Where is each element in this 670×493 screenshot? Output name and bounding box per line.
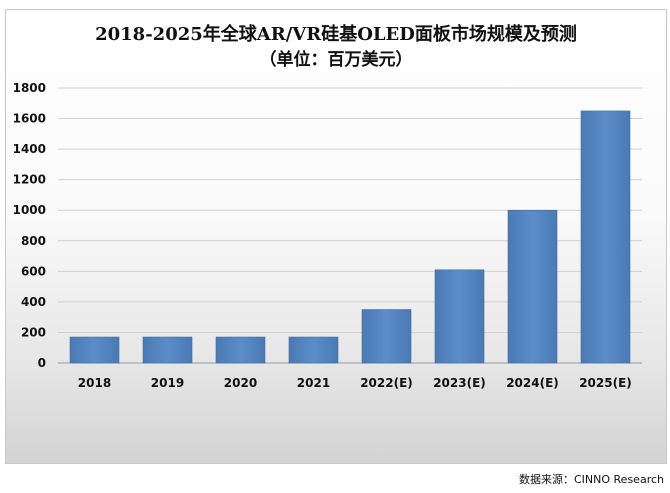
y-tick-label: 1400 xyxy=(13,142,46,156)
chart-subtitle: （单位：百万美元） xyxy=(259,50,413,70)
bar-2024(E) xyxy=(507,209,558,364)
y-tick-label: 1800 xyxy=(13,81,46,95)
x-tick-label: 2025(E) xyxy=(579,376,632,390)
y-axis-ticks: 0 200 400 600 800 1000 1200 1400 1600 1800 xyxy=(13,81,46,370)
x-tick-label: 2022(E) xyxy=(360,376,413,390)
y-tick-label: 400 xyxy=(21,295,46,309)
x-tick-label: 2023(E) xyxy=(433,376,486,390)
source-note: 数据来源：CINNO Research xyxy=(519,473,664,486)
y-tick-label: 1000 xyxy=(13,203,46,217)
bar-2021 xyxy=(288,336,339,364)
y-tick-label: 200 xyxy=(21,325,46,339)
x-tick-label: 2018 xyxy=(78,376,111,390)
bar-2018 xyxy=(69,336,120,364)
bar-2020 xyxy=(215,336,266,364)
y-tick-label: 600 xyxy=(21,264,46,278)
bar-2022(E) xyxy=(361,309,412,364)
bar-2025(E) xyxy=(580,110,631,364)
x-tick-label: 2020 xyxy=(224,376,257,390)
x-tick-label: 2021 xyxy=(297,376,330,390)
y-tick-label: 1200 xyxy=(13,173,46,187)
y-tick-label: 0 xyxy=(38,356,46,370)
chart-title: 2018-2025年全球AR/VR硅基OLED面板市场规模及预测 xyxy=(95,24,577,45)
x-tick-label: 2019 xyxy=(151,376,184,390)
bars xyxy=(69,110,631,364)
bar-2019 xyxy=(142,336,193,364)
bar-2023(E) xyxy=(434,269,485,364)
x-axis-ticks: 2018 2019 2020 2021 2022(E) 2023(E) 2024(E) 202… xyxy=(78,376,632,390)
y-tick-label: 1600 xyxy=(13,112,46,126)
y-tick-label: 800 xyxy=(21,234,46,248)
x-tick-label: 2024(E) xyxy=(506,376,559,390)
